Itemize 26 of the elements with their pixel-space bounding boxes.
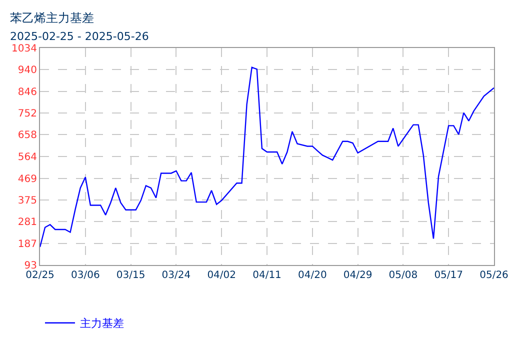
y-tick-label: 469 <box>18 174 37 185</box>
x-tick-label: 04/29 <box>343 270 372 281</box>
y-tick-label: 281 <box>18 217 37 228</box>
chart-title: 苯乙烯主力基差 <box>10 11 94 25</box>
line-series <box>40 66 494 248</box>
y-tick-label: 846 <box>18 86 37 98</box>
y-tick-label: 658 <box>18 130 37 142</box>
y-tick-label: 564 <box>18 152 37 163</box>
x-tick-label: 04/20 <box>298 270 327 281</box>
x-tick-label: 03/06 <box>70 270 100 281</box>
y-tick-label: 752 <box>18 108 37 120</box>
x-tick-label: 03/15 <box>116 270 146 281</box>
y-tick-label: 93 <box>24 260 37 272</box>
y-tick-label: 1034 <box>12 44 37 54</box>
chart-subtitle: 2025-02-25 - 2025-05-26 <box>10 30 149 43</box>
legend-label: 主力基差 <box>80 317 124 330</box>
y-tick-label: 940 <box>18 65 37 76</box>
x-tick-label: 05/17 <box>434 270 464 281</box>
x-tick-label: 04/02 <box>207 270 236 281</box>
x-tick-label: 02/25 <box>26 270 54 281</box>
y-tick-label: 375 <box>18 195 37 206</box>
x-tick-label: 05/08 <box>388 270 418 281</box>
x-tick-label: 05/26 <box>480 270 508 281</box>
x-tick-label: 04/11 <box>252 270 282 281</box>
y-tick-label: 187 <box>18 238 37 250</box>
x-tick-label: 03/24 <box>162 270 191 281</box>
